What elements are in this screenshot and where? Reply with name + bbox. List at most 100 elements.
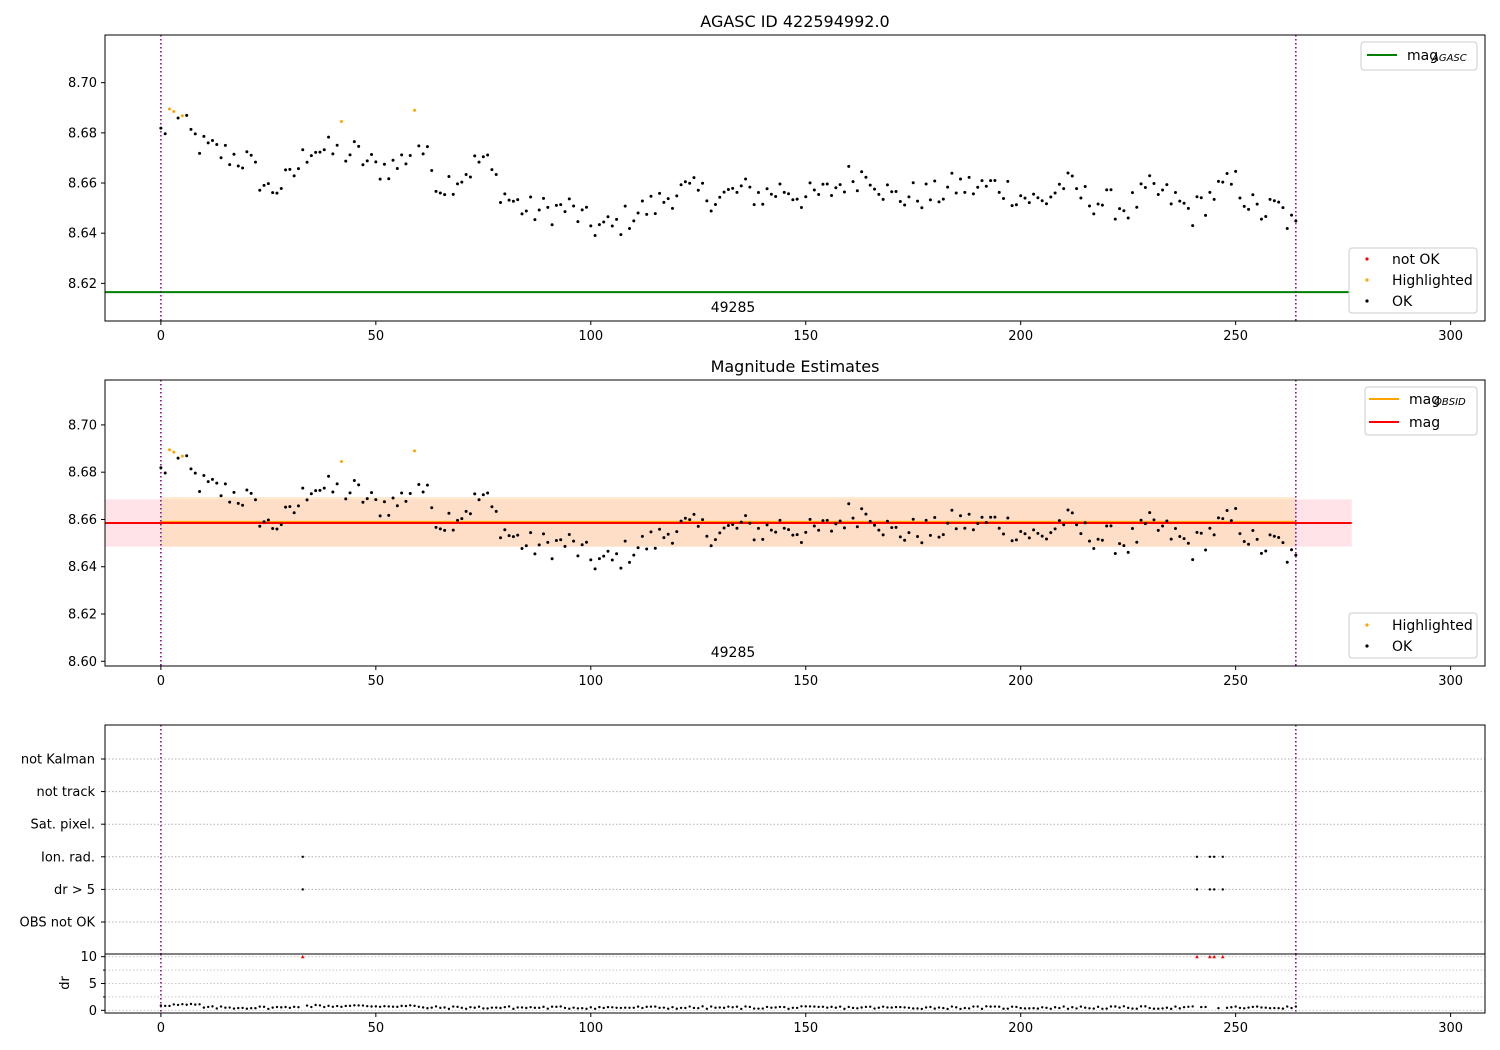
- dr-point: [619, 1006, 623, 1010]
- ok-point: [1199, 196, 1203, 200]
- ok-point: [198, 151, 202, 155]
- dr-point: [1230, 1006, 1233, 1009]
- ok-point: [1100, 203, 1104, 207]
- ok-point: [443, 528, 447, 532]
- ok-point: [1109, 524, 1113, 528]
- ok-point: [425, 483, 429, 487]
- ok-point: [726, 187, 730, 191]
- ok-point: [1006, 179, 1010, 183]
- ok-point: [1053, 191, 1057, 195]
- dr-point: [460, 1006, 464, 1010]
- ok-point: [1075, 187, 1079, 191]
- ok-point: [894, 525, 898, 529]
- y-tick-label: 5: [89, 977, 97, 992]
- dr-point: [851, 1006, 855, 1010]
- dr-point: [1036, 1007, 1040, 1010]
- axes: not Kalman not track Sat. pixel. Ion. rad. d…: [20, 724, 1486, 955]
- dr-point: [645, 1005, 648, 1009]
- ok-point: [778, 518, 782, 522]
- ok-point: [223, 143, 227, 147]
- ok-point: [1259, 551, 1263, 555]
- ok-point: [795, 533, 799, 537]
- plot-background: [105, 725, 1485, 954]
- dr-point: [946, 1007, 949, 1011]
- ok-point: [907, 531, 911, 535]
- ok-point: [563, 210, 567, 214]
- ok-point: [610, 558, 614, 562]
- ok-point: [1290, 548, 1294, 552]
- dr-point: [929, 1005, 932, 1009]
- dr-point: [409, 1004, 412, 1007]
- ok-point: [1006, 516, 1010, 520]
- ok-point: [675, 530, 679, 534]
- ok-point: [473, 154, 477, 158]
- dr-point: [606, 1005, 610, 1009]
- legend-marker-highlighted: [1365, 278, 1369, 282]
- ok-point: [769, 192, 773, 196]
- ok-point: [456, 182, 460, 186]
- dr-point: [327, 1004, 330, 1008]
- dr-point: [421, 1006, 425, 1009]
- ok-point: [245, 488, 249, 492]
- legend-label-highlighted: Highlighted: [1392, 618, 1473, 634]
- dr-point: [1049, 1007, 1052, 1010]
- category-label: not track: [36, 785, 95, 800]
- dr-point: [813, 1005, 816, 1008]
- ok-point: [799, 541, 803, 545]
- dr-point: [881, 1005, 885, 1008]
- panel-magnitude-estimates: Magnitude Estimates 0 50 100 150 200 250 300 8.…: [68, 357, 1486, 689]
- dr-point: [804, 1005, 807, 1008]
- dr-point: [666, 1007, 670, 1010]
- ok-point: [344, 159, 348, 163]
- ok-point: [855, 525, 859, 529]
- ok-point: [645, 547, 649, 551]
- ok-point: [640, 534, 644, 538]
- ok-point: [1165, 183, 1169, 187]
- ok-point: [632, 553, 636, 557]
- ok-point: [1070, 511, 1074, 515]
- ok-point: [615, 552, 619, 556]
- ok-point: [382, 500, 386, 504]
- line-legend: mag OBSID mag: [1364, 386, 1478, 436]
- ok-point: [438, 527, 442, 531]
- ok-point: [223, 482, 227, 486]
- dr-point: [748, 1005, 752, 1009]
- dr-point: [206, 1005, 210, 1009]
- ok-point: [670, 541, 674, 545]
- dr-point: [701, 1005, 704, 1008]
- ok-point: [185, 454, 189, 458]
- x-tick-label: 0: [157, 329, 165, 344]
- dr-point: [533, 1006, 537, 1010]
- ok-point: [653, 546, 657, 550]
- ok-point: [473, 492, 477, 496]
- ok-point: [885, 519, 889, 523]
- ok-point: [769, 528, 773, 532]
- dr-point: [163, 1004, 167, 1008]
- ok-point: [911, 517, 915, 521]
- dr-point: [555, 1005, 558, 1009]
- dr-point: [1247, 1006, 1250, 1009]
- ok-point: [894, 189, 898, 193]
- dr-point: [985, 1005, 988, 1008]
- ok-point: [606, 215, 610, 219]
- ok-point: [309, 492, 313, 496]
- ok-point: [1285, 226, 1289, 230]
- ok-point: [713, 538, 717, 542]
- dr-point: [778, 1005, 782, 1009]
- ok-point: [1109, 188, 1113, 192]
- dr-point: [1217, 1006, 1220, 1010]
- ok-point: [696, 524, 700, 528]
- ok-point: [959, 514, 963, 518]
- highlighted-point: [172, 110, 176, 114]
- ok-point: [1019, 194, 1023, 198]
- ok-point: [602, 554, 606, 558]
- ok-point: [1255, 202, 1259, 206]
- dr-point: [1174, 1005, 1177, 1008]
- ok-point: [1294, 219, 1298, 223]
- ok-point: [761, 537, 765, 541]
- ok-point: [572, 204, 576, 208]
- points-legend: Highlighted OK: [1348, 612, 1478, 659]
- ok-point: [1152, 518, 1156, 522]
- dr-point: [757, 1007, 760, 1010]
